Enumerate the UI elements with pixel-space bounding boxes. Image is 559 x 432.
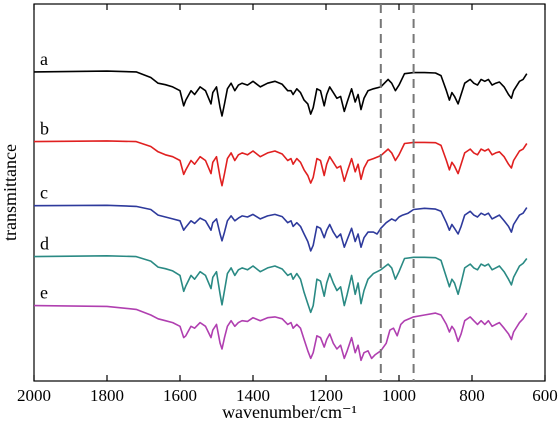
- series-line-e: [33, 304, 528, 362]
- series-line-d: [33, 255, 528, 314]
- series-line-b: [33, 140, 528, 187]
- y-axis-label: transmittance: [0, 144, 20, 241]
- series-label-c: c: [40, 183, 48, 203]
- plot-frame: [33, 3, 546, 382]
- x-axis-label: wavenumber/cm⁻¹: [222, 402, 357, 422]
- x-tick-label-1400: 1400: [236, 386, 270, 405]
- x-tick-label-800: 800: [459, 386, 485, 405]
- x-axis-ticks: 2000 1800 1600 1400 1200 1000 800 600: [17, 4, 558, 405]
- series-line-a: [33, 70, 528, 117]
- series-label-layer: a b c d e: [40, 49, 49, 303]
- series-label-b: b: [40, 119, 49, 139]
- series-line-c: [33, 204, 528, 252]
- x-tick-label-2000: 2000: [17, 386, 51, 405]
- x-tick-label-1200: 1200: [309, 386, 343, 405]
- series-layer: [33, 70, 528, 362]
- x-tick-label-1600: 1600: [163, 386, 197, 405]
- series-label-a: a: [40, 49, 48, 69]
- x-tick-label-1000: 1000: [382, 386, 416, 405]
- x-tick-label-600: 600: [532, 386, 558, 405]
- x-tick-label-1800: 1800: [90, 386, 124, 405]
- series-label-d: d: [40, 234, 49, 254]
- reference-line-layer: [379, 4, 415, 381]
- series-label-e: e: [40, 283, 48, 303]
